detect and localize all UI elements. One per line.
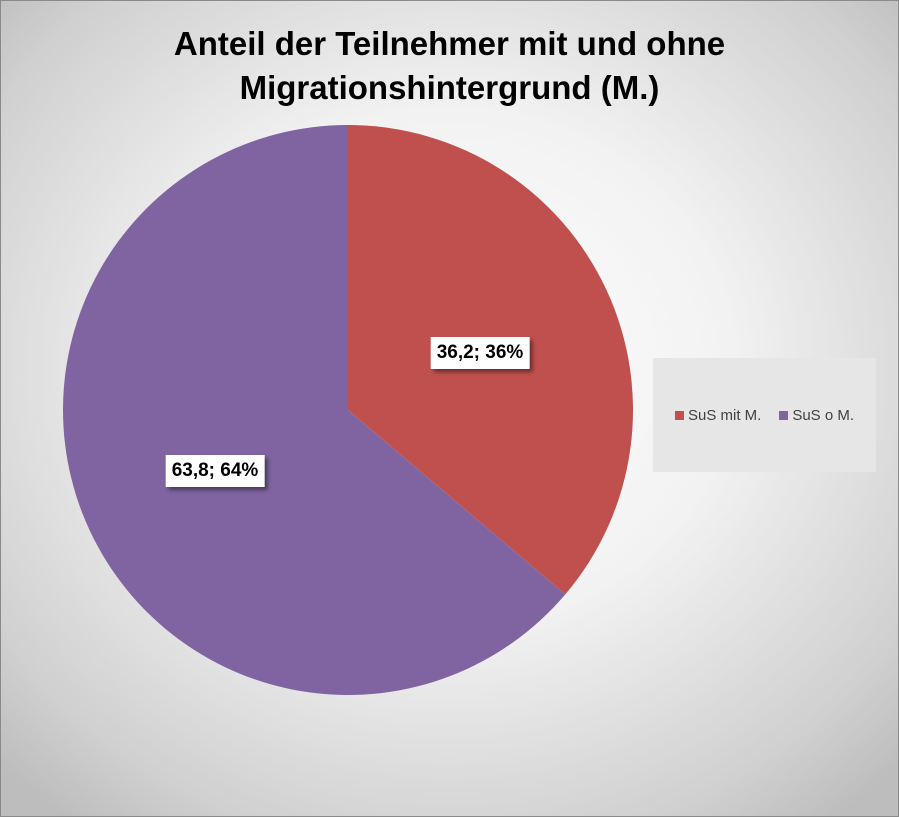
data-label-sus-o-m: 63,8; 64%	[165, 455, 265, 487]
pie-slice-sus-o-m	[63, 125, 566, 695]
legend-label: SuS mit M.	[687, 406, 762, 424]
legend: SuS mit M. SuS o M.	[653, 358, 876, 472]
legend-swatch-purple	[779, 410, 789, 420]
chart-title: Anteil der Teilnehmer mit und ohne Migra…	[0, 22, 899, 110]
title-line-1: Anteil der Teilnehmer mit und ohne	[173, 25, 726, 62]
legend-label: SuS o M.	[792, 406, 855, 424]
title-line-2: Migrationshintergrund (M.)	[239, 69, 660, 106]
legend-item-sus-mit-m: SuS mit M.	[674, 406, 762, 424]
data-label-sus-mit-m: 36,2; 36%	[430, 337, 530, 369]
legend-item-sus-o-m: SuS o M.	[779, 407, 854, 424]
legend-swatch-red	[674, 410, 684, 420]
